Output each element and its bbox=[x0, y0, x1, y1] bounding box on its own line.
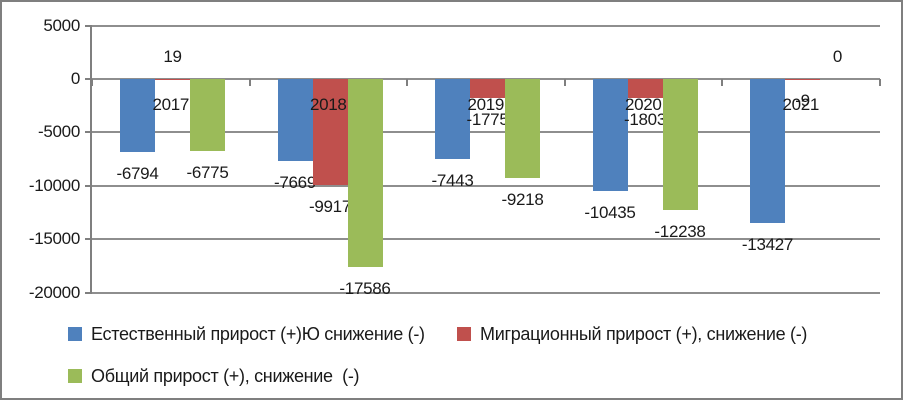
legend-swatch-series3 bbox=[68, 369, 82, 383]
y-axis-tick-label: 0 bbox=[70, 69, 80, 88]
data-label-series3-2017: -6775 bbox=[186, 163, 229, 183]
x-axis-tick bbox=[563, 79, 566, 86]
bar-series3-2017 bbox=[190, 79, 225, 152]
y-axis-tick bbox=[85, 78, 92, 80]
legend-item-series3: Общий прирост (+), снижение (-) bbox=[68, 365, 360, 386]
gridline bbox=[92, 238, 880, 241]
legend-item-series1: Естественный прирост (+)Ю снижение (-) bbox=[68, 324, 425, 344]
data-label-series1-2017: -6794 bbox=[116, 163, 159, 183]
legend-label-series2: Миграционный прирост (+), снижение (-) bbox=[480, 323, 808, 344]
category-label-2021: 2021 bbox=[782, 95, 820, 114]
x-axis-tick bbox=[406, 79, 408, 86]
y-axis-tick bbox=[85, 291, 92, 294]
bar-series3-2020 bbox=[662, 79, 698, 210]
gridline bbox=[92, 131, 880, 134]
x-axis-tick bbox=[721, 79, 723, 86]
y-axis-tick bbox=[85, 184, 92, 187]
category-label-2019: 2019 bbox=[467, 95, 505, 114]
y-axis-tick bbox=[85, 24, 92, 27]
y-axis-tick-label: -15000 bbox=[28, 229, 80, 249]
data-label-series2-2021: -9 bbox=[795, 91, 810, 111]
bar-series1-2018 bbox=[277, 79, 313, 161]
bar-series3-2018 bbox=[347, 79, 383, 267]
gridline bbox=[92, 184, 880, 187]
data-label-series1-2020: -10435 bbox=[584, 202, 636, 222]
x-axis-tick bbox=[248, 79, 251, 86]
data-label-series3-2020: -12238 bbox=[654, 221, 706, 241]
legend-item-series2: Миграционный прирост (+), снижение (-) bbox=[457, 324, 807, 344]
bar-series1-2017 bbox=[120, 79, 155, 152]
bar-series2-2020 bbox=[627, 79, 663, 99]
y-axis-tick-label: -20000 bbox=[28, 282, 80, 302]
bar-series1-2019 bbox=[435, 79, 470, 159]
data-label-series3-2018: -17586 bbox=[339, 278, 391, 298]
legend-swatch-series2 bbox=[457, 327, 471, 341]
gridline bbox=[92, 24, 880, 27]
y-axis-line bbox=[90, 24, 92, 294]
data-label-series2-2017: 19 bbox=[163, 47, 182, 66]
data-label-series3-2021: 0 bbox=[832, 47, 843, 66]
gridline bbox=[92, 291, 880, 294]
plot-area: 5000 0 -5000 -10000 -15000 -20000 -6794 -7669 -7… bbox=[2, 2, 901, 312]
legend-swatch-series1 bbox=[68, 327, 82, 341]
legend-label-series1: Естественный прирост (+)Ю снижение (-) bbox=[91, 323, 425, 344]
y-axis-tick-label: -5000 bbox=[38, 122, 80, 142]
bar-series2-2018 bbox=[312, 79, 348, 185]
y-axis-tick bbox=[85, 131, 92, 134]
legend: Естественный прирост (+)Ю снижение (-) Ми… bbox=[2, 312, 901, 398]
data-label-series1-2021: -13427 bbox=[741, 234, 794, 254]
data-label-series3-2019: -9218 bbox=[501, 189, 544, 209]
legend-label-series3: Общий прирост (+), снижение (-) bbox=[91, 365, 360, 386]
y-axis-tick-label: 5000 bbox=[43, 15, 80, 35]
data-label-series2-2019: -1775 bbox=[466, 109, 509, 129]
y-axis-tick-label: -10000 bbox=[28, 175, 80, 195]
y-axis-tick bbox=[85, 238, 92, 241]
bar-series2-2019 bbox=[470, 79, 505, 98]
data-label-series1-2018: -7669 bbox=[274, 172, 316, 192]
data-label-series1-2019: -7443 bbox=[431, 170, 474, 190]
category-label-2018: 2018 bbox=[309, 95, 347, 114]
category-label-2017: 2017 bbox=[152, 95, 190, 114]
x-axis-tick bbox=[878, 79, 881, 86]
data-label-series2-2018: -9917 bbox=[309, 197, 351, 216]
bar-series3-2019 bbox=[505, 79, 540, 178]
bar-series1-2020 bbox=[592, 79, 628, 191]
bar-series1-2021 bbox=[750, 79, 785, 223]
data-label-series2-2020: -1803 bbox=[624, 110, 666, 130]
category-label-2020: 2020 bbox=[624, 95, 662, 114]
x-axis-tick bbox=[91, 79, 93, 86]
